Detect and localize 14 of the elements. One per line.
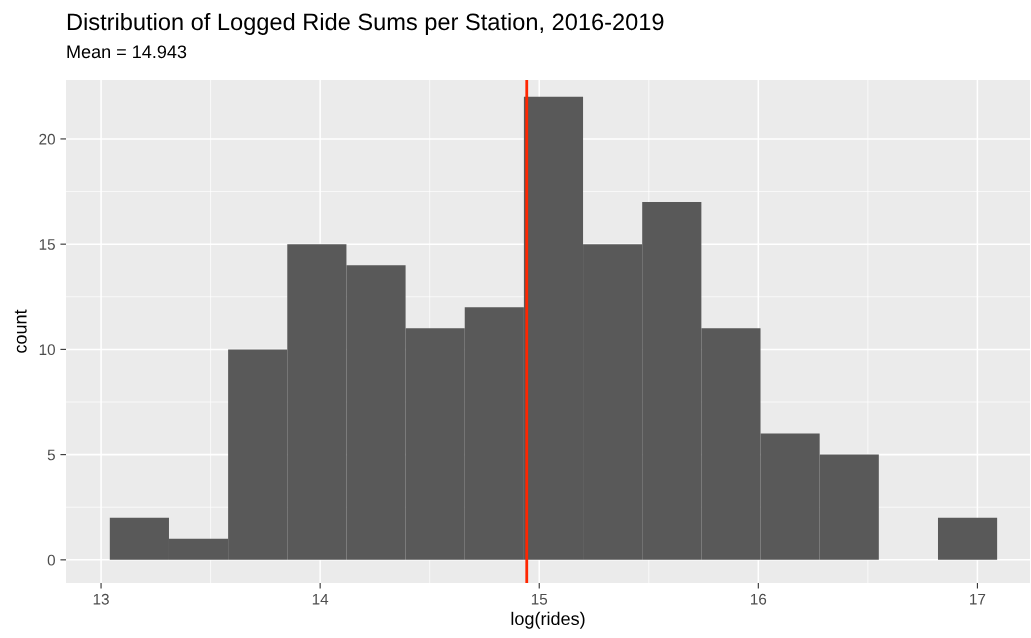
x-tick-label: 13 bbox=[93, 593, 109, 605]
x-axis-title: log(rides) bbox=[511, 611, 585, 629]
y-tick-label: 20 bbox=[39, 133, 55, 145]
y-tick-label: 10 bbox=[39, 344, 55, 356]
x-tick-label: 16 bbox=[751, 593, 767, 605]
y-axis-title: count bbox=[14, 309, 27, 353]
y-tick-label: 5 bbox=[47, 449, 55, 461]
chart-title: Distribution of Logged Ride Sums per Station, 2016-2019 bbox=[67, 12, 664, 35]
y-tick-label: 0 bbox=[47, 554, 55, 566]
chart-subtitle: Mean = 14.943 bbox=[67, 45, 187, 59]
x-tick-label: 14 bbox=[312, 593, 329, 605]
x-tick-label: 15 bbox=[531, 593, 548, 605]
y-tick-label: 15 bbox=[39, 239, 55, 250]
x-tick-label: 17 bbox=[970, 593, 986, 605]
